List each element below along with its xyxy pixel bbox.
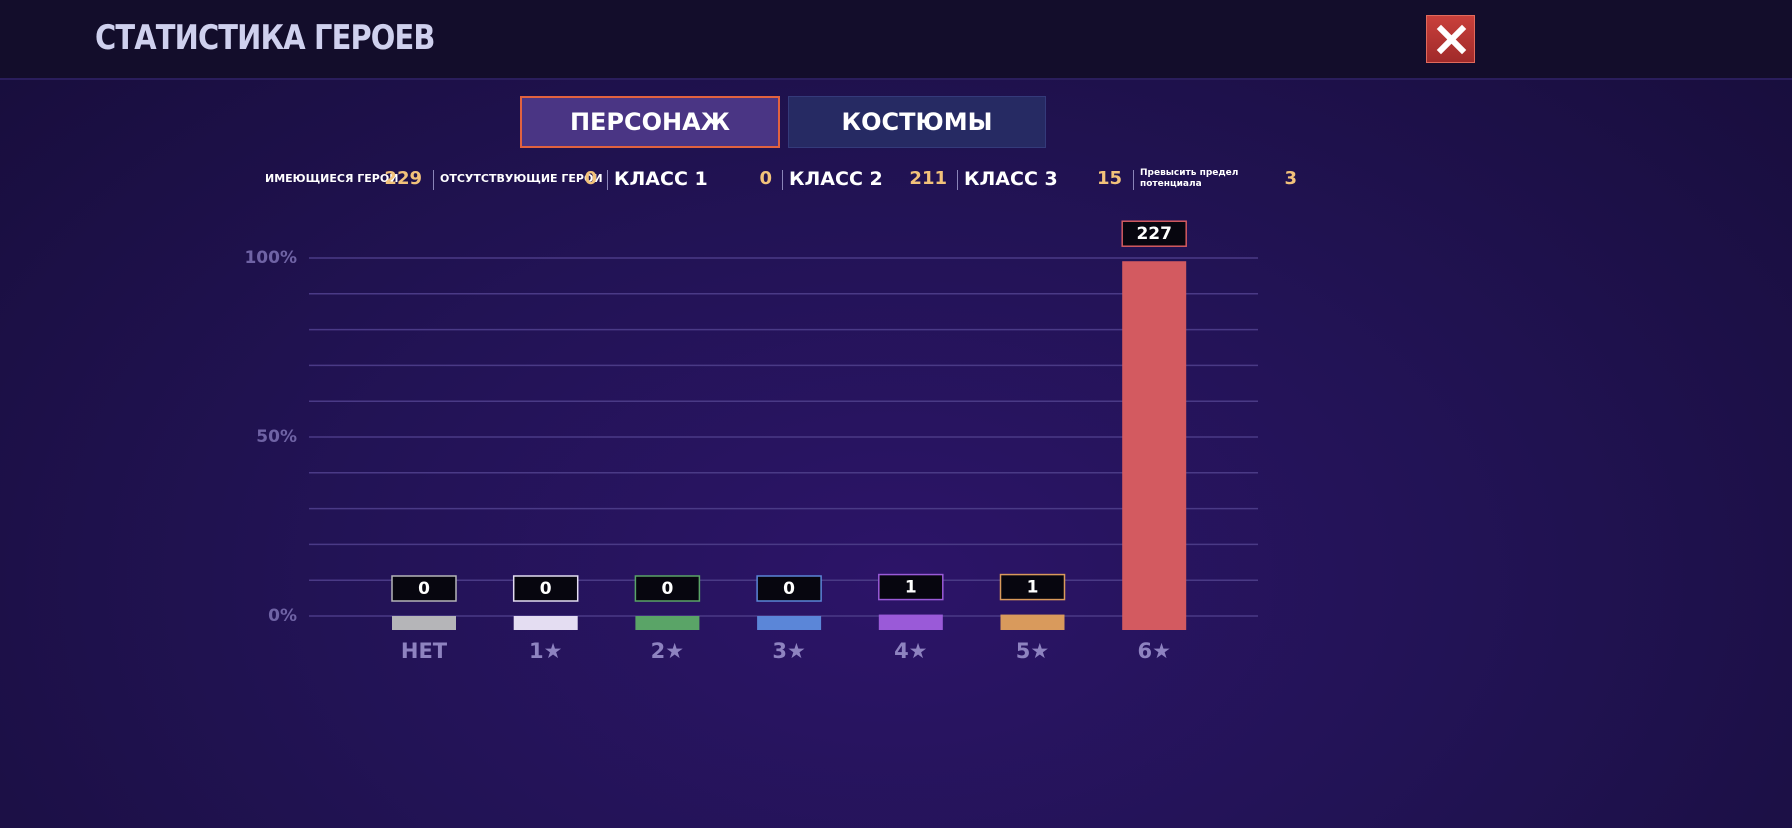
value-label: 0	[540, 579, 552, 599]
stat-label: Превысить предел потенциала	[1140, 168, 1239, 189]
x-tick-label: 1★	[529, 639, 562, 663]
separator	[1133, 170, 1134, 190]
screen-title: СТАТИСТИКА ГЕРОЕВ	[95, 18, 435, 58]
x-tick-label: НЕТ	[401, 639, 448, 663]
value-label: 227	[1136, 224, 1172, 244]
separator	[957, 170, 958, 190]
y-tick-label: 50%	[256, 427, 297, 447]
stat-value: 0	[759, 168, 772, 189]
bar	[392, 616, 456, 630]
value-label-box	[634, 575, 701, 602]
stat-label: КЛАСС 3	[964, 168, 1058, 190]
value-label: 0	[783, 579, 795, 599]
stat-label: ИМЕЮЩИЕСЯ ГЕРОИ	[265, 172, 399, 185]
tab-costumes[interactable]: КОСТЮМЫ	[788, 96, 1046, 148]
x-tick-label: 4★	[894, 639, 927, 663]
bar	[635, 616, 700, 630]
value-label: 0	[418, 579, 430, 599]
x-tick-label: 5★	[1016, 639, 1049, 663]
close-icon	[1436, 24, 1467, 55]
value-label-box	[878, 573, 944, 601]
stat-label: КЛАСС 1	[614, 168, 708, 190]
bar	[878, 614, 943, 630]
stat-value: 15	[1096, 168, 1122, 189]
bar	[757, 616, 822, 630]
separator	[782, 170, 783, 190]
value-label: 1	[905, 578, 917, 598]
x-tick-label: 2★	[651, 639, 684, 663]
value-label: 1	[1027, 578, 1039, 598]
stat-value: 3	[1284, 168, 1297, 189]
value-label-box	[1121, 220, 1187, 247]
value-label-box	[512, 575, 579, 602]
value-label: 0	[661, 579, 673, 599]
stat-value: 229	[384, 168, 422, 189]
x-tick-label: 6★	[1137, 639, 1170, 663]
value-label-box	[999, 573, 1066, 601]
stat-label: ОТСУТСТВУЮЩИЕ ГЕРОИ	[440, 172, 603, 185]
y-tick-label: 100%	[244, 248, 297, 268]
bar	[1122, 261, 1187, 630]
value-label-box	[391, 575, 457, 602]
close-button[interactable]	[1426, 15, 1475, 63]
value-label-box	[756, 575, 822, 602]
bar	[513, 616, 578, 630]
x-tick-label: 3★	[772, 639, 805, 663]
separator	[433, 170, 434, 190]
stat-label: КЛАСС 2	[789, 168, 883, 190]
stat-value: 211	[909, 168, 947, 189]
header	[0, 0, 1792, 80]
bar	[1000, 614, 1065, 630]
separator	[607, 170, 608, 190]
y-tick-label: 0%	[268, 606, 297, 626]
stat-value: 0	[584, 168, 597, 189]
tab-character[interactable]: ПЕРСОНАЖ	[520, 96, 780, 148]
